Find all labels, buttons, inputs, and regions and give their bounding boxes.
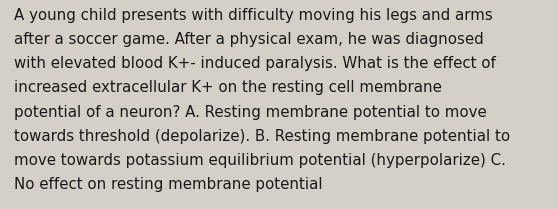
Text: No effect on resting membrane potential: No effect on resting membrane potential [14, 177, 323, 192]
Text: after a soccer game. After a physical exam, he was diagnosed: after a soccer game. After a physical ex… [14, 32, 484, 47]
Text: move towards potassium equilibrium potential (hyperpolarize) C.: move towards potassium equilibrium poten… [14, 153, 506, 168]
Text: potential of a neuron? A. Resting membrane potential to move: potential of a neuron? A. Resting membra… [14, 104, 487, 120]
Text: A young child presents with difficulty moving his legs and arms: A young child presents with difficulty m… [14, 8, 493, 23]
Text: towards threshold (depolarize). B. Resting membrane potential to: towards threshold (depolarize). B. Resti… [14, 129, 510, 144]
Text: increased extracellular K+ on the resting cell membrane: increased extracellular K+ on the restin… [14, 80, 442, 96]
Text: with elevated blood K+- induced paralysis. What is the effect of: with elevated blood K+- induced paralysi… [14, 56, 496, 71]
